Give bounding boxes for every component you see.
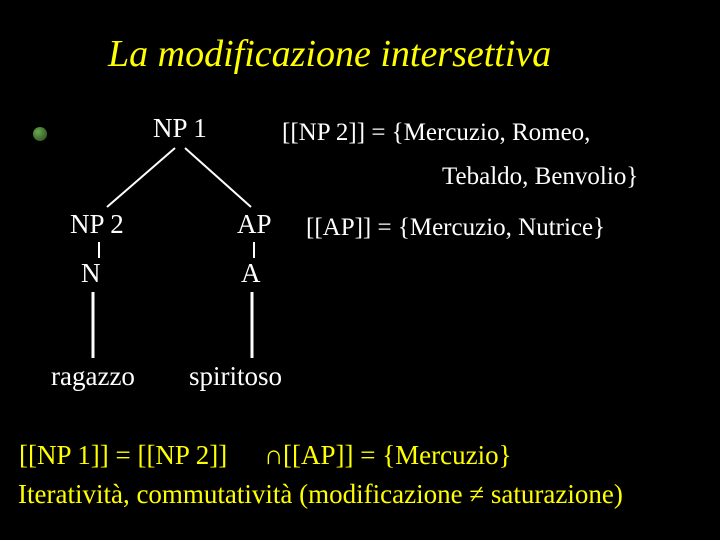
bottom-formula-post: [[AP]] = {Mercuzio} — [283, 440, 512, 471]
intersection-symbol: ∩ — [264, 440, 284, 471]
tree-spiritoso: spiritoso — [189, 361, 282, 392]
slide-title: La modificazione intersettiva — [108, 32, 551, 76]
ap-definition: [[AP]] = {Mercuzio, Nutrice} — [306, 214, 605, 242]
tree-ragazzo: ragazzo — [51, 361, 135, 392]
tree-n: N — [81, 258, 101, 289]
np2-definition-line1: [[NP 2]] = {Mercuzio, Romeo, — [282, 119, 590, 147]
tree-np1: NP 1 — [153, 113, 207, 144]
tree-a: A — [241, 258, 261, 289]
bottom-formula-pre: [[NP 1]] = [[NP 2]] — [19, 440, 227, 471]
bullet-icon — [33, 127, 47, 141]
bottom-properties: Iteratività, commutatività (modificazion… — [18, 479, 623, 510]
np2-definition-line2: Tebaldo, Benvolio} — [442, 163, 638, 191]
tree-ap: AP — [237, 209, 272, 240]
tree-np2: NP 2 — [70, 209, 124, 240]
